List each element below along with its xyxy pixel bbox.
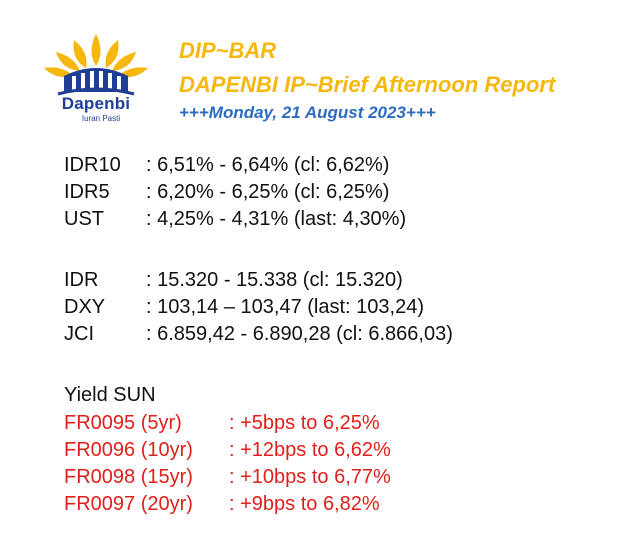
sun-row-fr0098: FR0098 (15yr) : +10bps to 6,77% bbox=[64, 464, 391, 491]
rate-label: IDR10 bbox=[64, 154, 121, 176]
sun-series-value: : +9bps to 6,82% bbox=[229, 493, 380, 515]
market-value: : 6.859,42 - 6.890,28 (cl: 6.866,03) bbox=[146, 323, 453, 345]
sun-row-fr0097: FR0097 (20yr) : +9bps to 6,82% bbox=[64, 491, 391, 518]
bond-yields-section: IDR10 : 6,51% - 6,64% (cl: 6,62%) IDR5 :… bbox=[64, 152, 406, 233]
sun-series-value: : +12bps to 6,62% bbox=[229, 439, 391, 461]
market-row-dxy: DXY : 103,14 – 103,47 (last: 103,24) bbox=[64, 294, 453, 321]
sun-row-fr0096: FR0096 (10yr) : +12bps to 6,62% bbox=[64, 437, 391, 464]
logo-name: Dapenbi bbox=[61, 94, 131, 113]
market-label: JCI bbox=[64, 323, 94, 345]
rate-row-ust: UST : 4,25% - 4,31% (last: 4,30%) bbox=[64, 206, 406, 233]
sun-series-value: : +5bps to 6,25% bbox=[229, 412, 380, 434]
market-label: DXY bbox=[64, 296, 106, 318]
sun-series-label: FR0097 (20yr) bbox=[64, 493, 193, 515]
rate-value: : 6,51% - 6,64% (cl: 6,62%) bbox=[146, 154, 390, 176]
rate-label: UST bbox=[64, 208, 104, 230]
sun-row-fr0095: FR0095 (5yr) : +5bps to 6,25% bbox=[64, 410, 391, 437]
rate-value: : 6,20% - 6,25% (cl: 6,25%) bbox=[146, 181, 390, 203]
yield-sun-heading: Yield SUN bbox=[64, 384, 156, 406]
market-value: : 15.320 - 15.338 (cl: 15.320) bbox=[146, 269, 403, 291]
logo-tagline: Iuran Pasti bbox=[81, 114, 121, 123]
report-brand: DIP~BAR bbox=[179, 38, 277, 63]
sun-series-label: FR0095 (5yr) bbox=[64, 412, 182, 434]
report-title: DAPENBI IP~Brief Afternoon Report bbox=[179, 72, 556, 97]
sun-series-label: FR0096 (10yr) bbox=[64, 439, 193, 461]
sunburst-building-icon bbox=[44, 34, 148, 96]
rate-value: : 4,25% - 4,31% (last: 4,30%) bbox=[146, 208, 407, 230]
dapenbi-logo: Dapenbi Iuran Pasti bbox=[34, 30, 158, 126]
report-date: +++Monday, 21 August 2023+++ bbox=[179, 103, 436, 122]
sun-series-value: : +10bps to 6,77% bbox=[229, 466, 391, 488]
market-value: : 103,14 – 103,47 (last: 103,24) bbox=[146, 296, 424, 318]
rate-row-idr5: IDR5 : 6,20% - 6,25% (cl: 6,25%) bbox=[64, 179, 406, 206]
yield-sun-section: FR0095 (5yr) : +5bps to 6,25% FR0096 (10… bbox=[64, 410, 391, 518]
rate-label: IDR5 bbox=[64, 181, 110, 203]
market-row-jci: JCI : 6.859,42 - 6.890,28 (cl: 6.866,03) bbox=[64, 321, 453, 348]
market-label: IDR bbox=[64, 269, 99, 291]
sun-series-label: FR0098 (15yr) bbox=[64, 466, 193, 488]
market-row-idr: IDR : 15.320 - 15.338 (cl: 15.320) bbox=[64, 267, 453, 294]
markets-section: IDR : 15.320 - 15.338 (cl: 15.320) DXY :… bbox=[64, 267, 453, 348]
rate-row-idr10: IDR10 : 6,51% - 6,64% (cl: 6,62%) bbox=[64, 152, 406, 179]
